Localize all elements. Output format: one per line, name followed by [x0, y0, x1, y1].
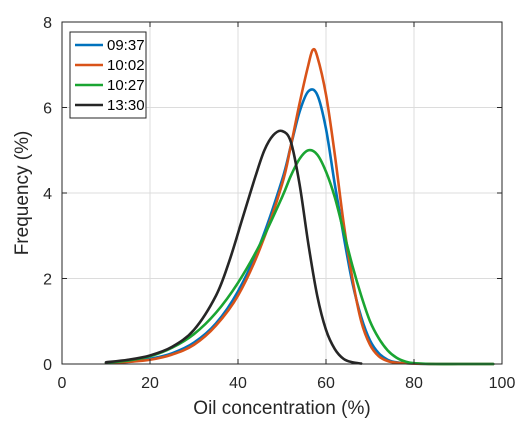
- series-line-4: [104, 129, 363, 365]
- legend-label: 09:37: [107, 37, 145, 54]
- series-layer: [104, 47, 495, 366]
- y-tick-label: 2: [43, 272, 52, 289]
- x-tick-label: 80: [405, 375, 423, 392]
- legend-box: [69, 31, 147, 119]
- y-tick-label: 4: [43, 186, 52, 203]
- legend-label: 13:30: [107, 97, 145, 114]
- legend: 09:37 10:02 10:27 13:30: [69, 31, 147, 119]
- y-tick-label: 0: [43, 357, 52, 374]
- x-tick-label: 60: [317, 375, 335, 392]
- y-axis-label: Frequency (%): [12, 131, 33, 256]
- legend-label: 10:02: [107, 57, 145, 74]
- axis-ticks: 0 20 40 60 80 100 0 2 4 6 8: [43, 15, 515, 392]
- x-tick-label: 100: [489, 375, 516, 392]
- x-tick-label: 0: [58, 375, 67, 392]
- x-tick-label: 20: [141, 375, 159, 392]
- grid-lines: [62, 22, 502, 364]
- x-tick-label: 40: [229, 375, 247, 392]
- legend-label: 10:27: [107, 77, 145, 94]
- series-line-2: [104, 47, 495, 366]
- x-axis-label: Oil concentration (%): [193, 398, 370, 419]
- y-tick-label: 6: [43, 101, 52, 118]
- series-line-3: [104, 148, 495, 366]
- y-tick-label: 8: [43, 15, 52, 32]
